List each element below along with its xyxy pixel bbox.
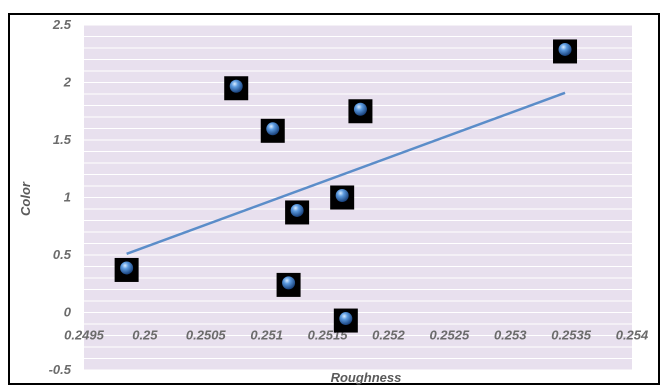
x-axis-title: Roughness xyxy=(331,370,402,385)
y-tick-label: 0.5 xyxy=(53,247,72,262)
marker-sphere xyxy=(339,312,353,326)
marker-sphere xyxy=(353,102,367,116)
marker-sphere xyxy=(282,276,296,290)
marker-sphere xyxy=(335,189,349,202)
data-point xyxy=(285,200,310,225)
gridlines xyxy=(84,24,632,371)
x-tick-label: 0.254 xyxy=(616,328,649,343)
trendline xyxy=(126,91,566,256)
scatter-chart: 0.2495 0.25 0.2505 0.251 0.2515 0.252 0.2525 0.… xyxy=(18,17,649,385)
marker-sphere xyxy=(266,122,280,136)
data-point xyxy=(260,118,285,143)
x-tick-label: 0.2505 xyxy=(186,328,227,343)
x-tick-label: 0.2535 xyxy=(551,328,592,343)
y-tick-label: 1.5 xyxy=(53,132,72,147)
data-point xyxy=(553,39,578,64)
y-tick-label: 2.5 xyxy=(52,17,72,32)
data-point xyxy=(114,257,139,282)
x-tick-label: 0.253 xyxy=(494,328,527,343)
data-point xyxy=(224,76,249,101)
marker-sphere xyxy=(229,79,243,93)
x-tick-label: 0.2525 xyxy=(429,328,470,343)
y-tick-label: 2 xyxy=(63,75,72,90)
data-point xyxy=(348,99,373,124)
y-axis-title: Color xyxy=(18,181,33,216)
data-point xyxy=(333,308,358,333)
y-tick-labels: -0.5 0 0.5 1 1.5 2 2.5 xyxy=(49,17,72,377)
data-point xyxy=(330,185,355,210)
marker-sphere xyxy=(290,203,304,217)
x-tick-label: 0.252 xyxy=(372,328,405,343)
y-tick-label: 0 xyxy=(64,305,72,320)
x-tick-label: 0.25 xyxy=(132,328,158,343)
x-tick-label: 0.2495 xyxy=(64,328,105,343)
y-tick-label: -0.5 xyxy=(49,362,72,377)
x-tick-label: 0.251 xyxy=(250,328,283,343)
data-points xyxy=(114,39,578,333)
marker-sphere xyxy=(120,261,134,275)
data-point xyxy=(276,272,301,297)
chart-frame: 0.2495 0.25 0.2505 0.251 0.2515 0.252 0.2525 0.… xyxy=(8,13,660,385)
x-tick-labels: 0.2495 0.25 0.2505 0.251 0.2515 0.252 0.2525 0.… xyxy=(64,328,649,343)
y-tick-label: 1 xyxy=(64,190,71,205)
marker-sphere xyxy=(558,42,572,56)
